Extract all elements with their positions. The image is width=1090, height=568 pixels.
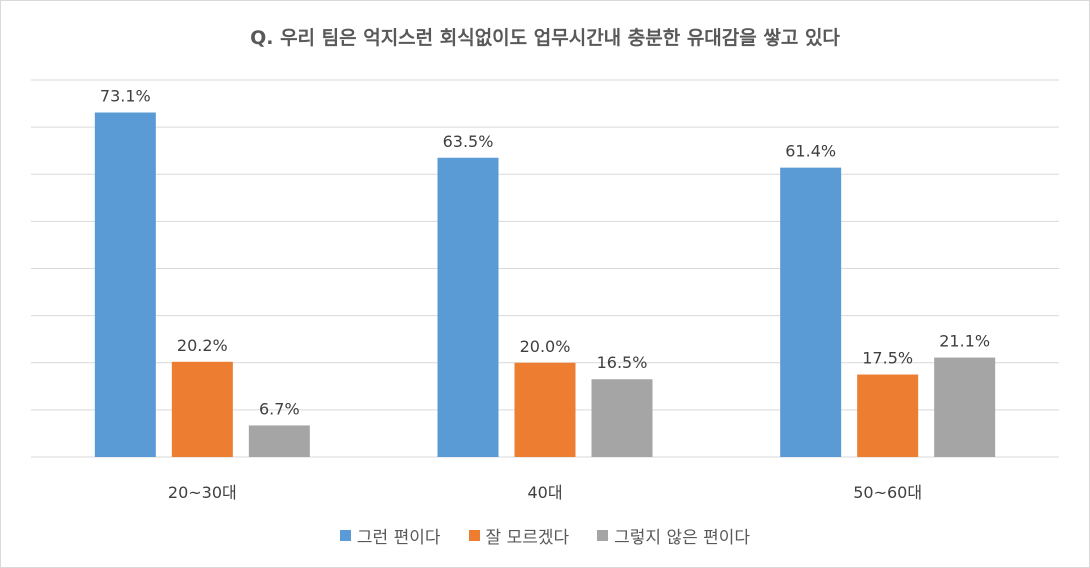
data-label: 20.0% — [520, 337, 571, 356]
data-label: 20.2% — [177, 336, 228, 355]
legend-item: 그런 편이다 — [339, 523, 441, 548]
chart-title: Q. 우리 팀은 억지스런 회식없이도 업무시간내 충분한 유대감을 쌓고 있다 — [250, 27, 840, 49]
bar — [591, 379, 653, 457]
legend-item: 잘 모르겠다 — [468, 523, 570, 548]
x-tick-label: 50~60대 — [853, 483, 922, 502]
bar — [514, 362, 576, 457]
data-label: 21.1% — [939, 332, 990, 351]
bar — [437, 157, 499, 457]
legend-swatch — [468, 530, 480, 541]
data-label: 61.4% — [785, 142, 836, 161]
data-label: 63.5% — [443, 132, 494, 151]
legend-item: 그렇지 않은 편이다 — [597, 523, 750, 548]
bar — [171, 361, 233, 457]
legend-label: 그렇지 않은 편이다 — [614, 528, 751, 548]
legend-swatch — [339, 530, 351, 541]
legend-label: 그런 편이다 — [356, 528, 441, 548]
bar — [780, 167, 842, 457]
legend-label: 잘 모르겠다 — [485, 528, 570, 548]
data-label: 17.5% — [862, 349, 913, 368]
legend-swatch — [597, 530, 609, 541]
chart-legend: 그런 편이다 잘 모르겠다 그렇지 않은 편이다 — [1, 523, 1089, 548]
bar — [248, 425, 310, 457]
x-tick-label: 40대 — [527, 483, 562, 502]
data-label: 16.5% — [597, 353, 648, 372]
x-tick-label: 20~30대 — [168, 483, 237, 502]
bar — [857, 374, 919, 457]
bar — [934, 357, 996, 457]
bar — [94, 112, 156, 458]
data-label: 6.7% — [259, 399, 300, 418]
data-label: 73.1% — [100, 87, 151, 106]
